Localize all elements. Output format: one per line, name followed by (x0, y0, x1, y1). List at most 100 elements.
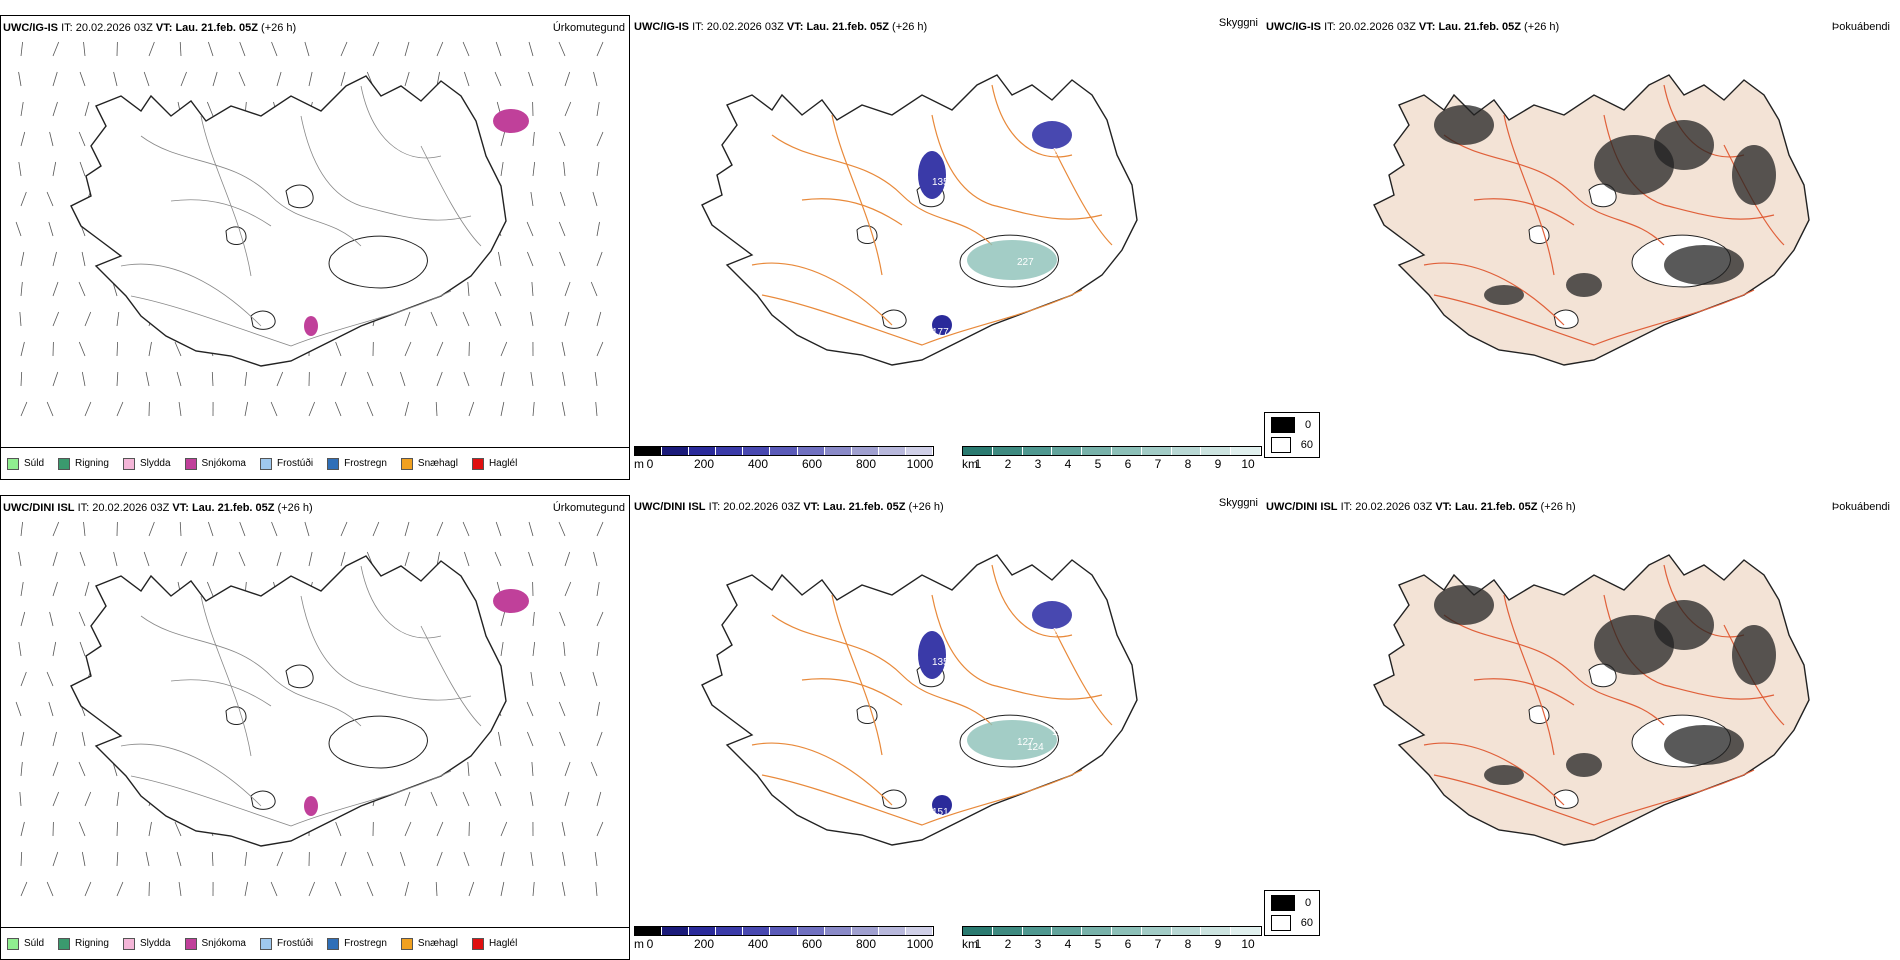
colorbar-tick: 3 (1035, 937, 1042, 951)
colorbar-cell (1082, 927, 1112, 935)
wind-barb (19, 552, 21, 566)
colorbar-cell (825, 927, 852, 935)
legend-swatch (123, 458, 135, 470)
wind-barb (16, 222, 21, 236)
wind-barb (593, 192, 597, 206)
wind-barb (560, 612, 565, 626)
snow-area (304, 316, 318, 336)
legend-item: Rigning (58, 458, 109, 470)
legend-swatch (401, 938, 413, 950)
wind-barb (53, 162, 56, 176)
wind-barb (117, 402, 123, 416)
colorbar-cell (1112, 927, 1142, 935)
wind-barb (405, 72, 409, 86)
wind-barb (47, 672, 53, 686)
wind-barb (501, 852, 504, 866)
wind-barb (245, 882, 248, 896)
colorbar-tick: 2 (1005, 457, 1012, 471)
wind-barb (565, 72, 570, 86)
wind-barb (175, 822, 181, 836)
wind-barb (597, 222, 600, 236)
wind-barb (149, 42, 154, 56)
wind-barb (495, 762, 501, 776)
wind-barb (341, 552, 345, 566)
wind-barb (560, 192, 565, 206)
wind-barb (207, 582, 213, 596)
wind-barb (21, 372, 22, 386)
wind-barb (85, 792, 91, 806)
wind-barb (82, 372, 85, 386)
wind-barb (79, 612, 85, 626)
wind-barb (82, 852, 85, 866)
wind-barb (49, 222, 53, 236)
wind-barb (80, 552, 85, 566)
wind-barb (53, 72, 57, 86)
colorbar-tick: 10 (1241, 457, 1254, 471)
colorbar-cell (1052, 927, 1082, 935)
wind-barb (309, 72, 312, 86)
iceland-map-fog-bottom (1264, 495, 1894, 925)
wind-barb (272, 42, 277, 56)
wind-barb (405, 792, 410, 806)
low-vis-area (967, 240, 1057, 280)
wind-barb (562, 372, 565, 386)
wind-barb (468, 762, 469, 776)
wind-barb (560, 132, 565, 146)
wind-barb (53, 282, 58, 296)
wind-barb (495, 792, 501, 806)
wind-barb (277, 72, 281, 86)
fog-index-area (1566, 273, 1602, 297)
colorbar-cell (906, 927, 933, 935)
fog-index-area (1566, 753, 1602, 777)
legend-item: Súld (7, 458, 44, 470)
wind-barb (271, 402, 277, 416)
colorbar-tick: 7 (1155, 937, 1162, 951)
wind-barb (464, 552, 469, 566)
wind-barb (144, 552, 149, 566)
colorbar-tick: 9 (1215, 937, 1222, 951)
wind-barb (175, 342, 181, 356)
wind-barb (180, 42, 181, 56)
wind-barb (495, 552, 501, 566)
fog-index-area (1664, 245, 1744, 285)
fog-legend-row: 60 (1271, 915, 1313, 931)
panel-title: UWC/IG-IS IT: 20.02.2026 03Z VT: Lau. 21… (3, 22, 296, 34)
fog-legend-row: 0 (1271, 417, 1313, 433)
wind-barb (341, 852, 346, 866)
colorbar-cell (963, 927, 993, 935)
legend-label: Haglél (489, 938, 517, 949)
wind-barb (53, 852, 58, 866)
wind-barb (528, 552, 533, 566)
low-cloud-area (918, 631, 946, 679)
wind-barb (437, 42, 443, 56)
wind-barb (212, 852, 213, 866)
wind-barb (531, 192, 533, 206)
fog-legend-swatch (1271, 915, 1291, 931)
wind-barb (21, 252, 24, 266)
snow-area (304, 796, 318, 816)
fog-index-area (1654, 120, 1714, 170)
low-cloud-area (1032, 601, 1072, 629)
wind-barb (305, 42, 309, 56)
wind-barb (597, 42, 603, 56)
panel-title: UWC/IG-IS IT: 20.02.2026 03Z VT: Lau. 21… (1266, 21, 1559, 33)
legend-label: Snæhagl (418, 458, 458, 469)
panel-type-label: Úrkomutegund (553, 502, 625, 514)
wind-barb (533, 162, 535, 176)
colorbar-tick: 400 (748, 457, 768, 471)
wind-barb (367, 852, 373, 866)
wind-barb (309, 552, 312, 566)
colorbar-cell (852, 447, 879, 455)
wind-barb (501, 342, 507, 356)
legend-label: Rigning (75, 938, 109, 949)
precip-panel-top: UWC/IG-IS IT: 20.02.2026 03Z VT: Lau. 21… (0, 15, 630, 480)
wind-barb (21, 582, 23, 596)
wind-barb (464, 372, 469, 386)
wind-barb (594, 72, 597, 86)
wind-barb (532, 282, 533, 296)
wind-barb (240, 522, 245, 536)
fog-legend-row: 60 (1271, 437, 1313, 453)
